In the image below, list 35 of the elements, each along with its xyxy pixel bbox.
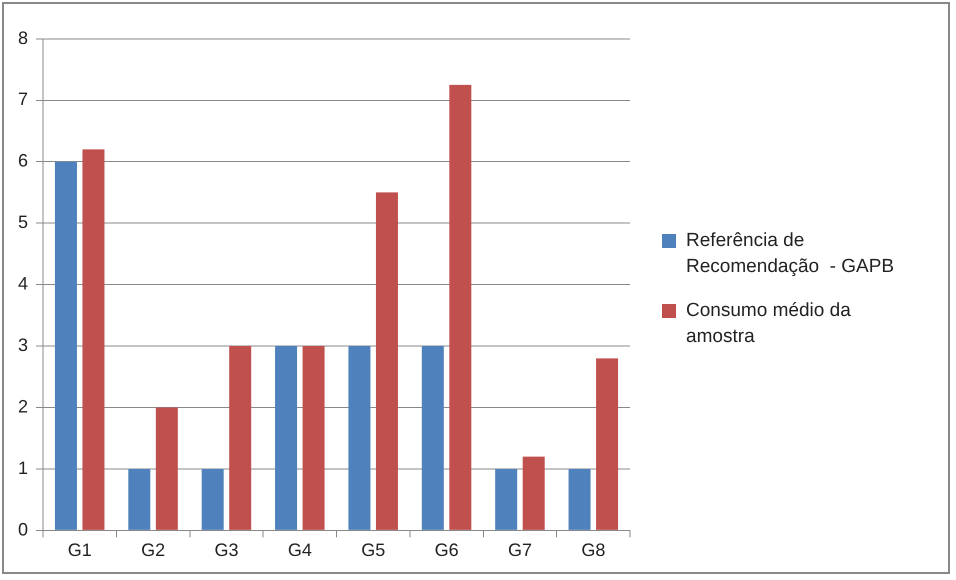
y-tick-label: 7 [18, 89, 28, 110]
bar [376, 192, 398, 530]
bar [449, 84, 472, 530]
legend-label: Referência de Recomendação - GAPB [686, 229, 896, 279]
x-tick-label: G2 [141, 540, 166, 560]
legend-label: Consumo médio da amostra [686, 299, 852, 349]
bar [202, 468, 224, 530]
y-tick-label: 1 [18, 458, 28, 478]
bar [596, 358, 618, 530]
bar [422, 346, 444, 530]
bar [229, 346, 252, 530]
x-tick-label: G5 [361, 540, 386, 560]
y-tick-label: 0 [18, 519, 28, 540]
y-tick-label: 3 [18, 335, 28, 356]
x-tick-label: G1 [68, 540, 92, 560]
bar [128, 468, 150, 530]
y-tick-label: 4 [18, 274, 28, 294]
x-tick-label: G3 [214, 540, 238, 560]
bar [302, 346, 325, 530]
x-tick-label: G6 [434, 540, 459, 560]
y-tick-label: 5 [18, 212, 28, 232]
x-tick-label: G7 [508, 540, 532, 560]
bar [522, 456, 545, 530]
bar [82, 149, 104, 530]
bar [156, 408, 178, 530]
x-tick-label: G8 [581, 540, 606, 560]
bar [275, 346, 298, 530]
bar [495, 468, 518, 530]
y-tick-label: 8 [18, 28, 28, 48]
y-tick-label: 2 [18, 396, 28, 416]
bar [348, 346, 370, 530]
bar [54, 162, 77, 530]
bar [568, 468, 591, 530]
y-tick-label: 6 [18, 150, 28, 171]
x-tick-label: G4 [288, 540, 312, 560]
